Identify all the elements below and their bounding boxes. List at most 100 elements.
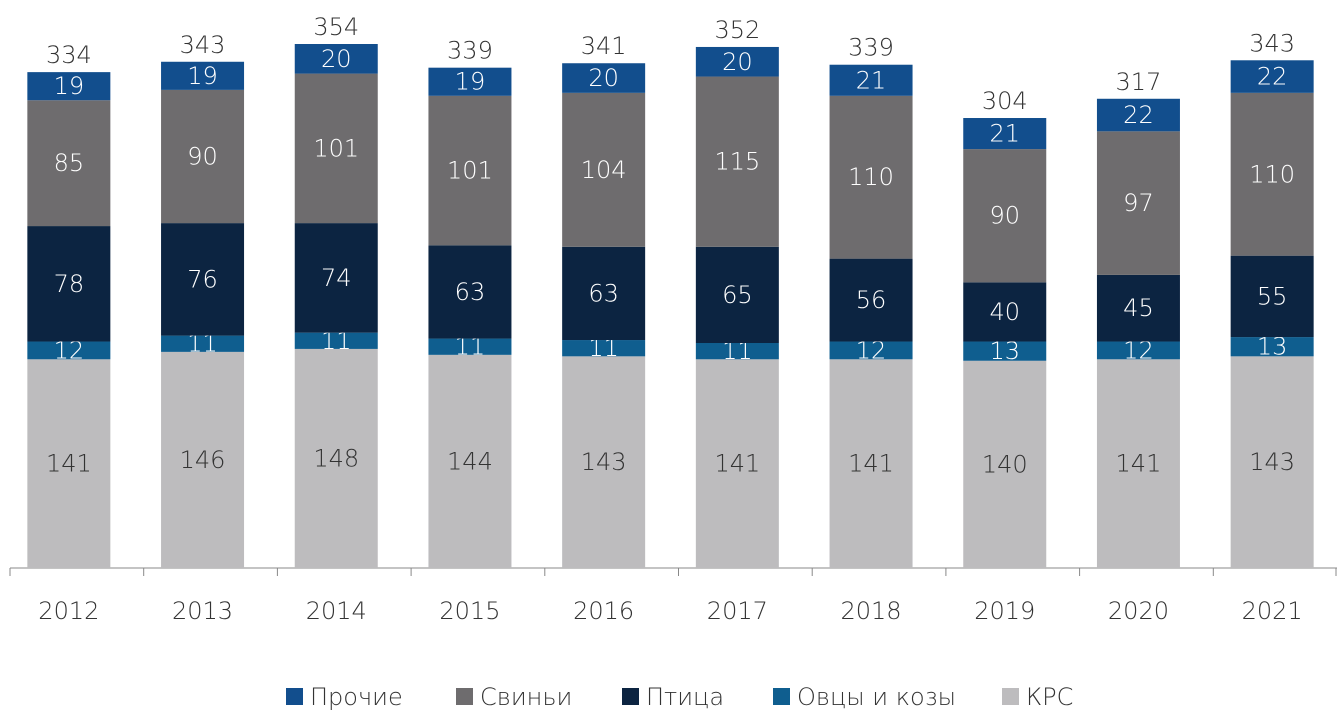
bar-segment <box>695 359 779 568</box>
bar-segment <box>695 46 779 77</box>
legend-label: Прочие <box>310 683 403 710</box>
bar-segment <box>695 343 779 360</box>
legend-swatch <box>286 688 303 705</box>
data-label: 90 <box>187 142 218 170</box>
bar-segment <box>294 44 378 74</box>
data-label: 63 <box>588 279 619 307</box>
data-label: 104 <box>581 156 627 184</box>
data-label: 55 <box>1257 282 1288 310</box>
bar-segment <box>294 73 378 224</box>
bar-segment <box>428 95 512 246</box>
data-label: 45 <box>1123 294 1154 322</box>
bar-segment <box>428 354 512 568</box>
bar-segment <box>562 356 646 568</box>
data-label: 65 <box>722 281 753 309</box>
bar-segment <box>1096 98 1180 132</box>
bar-segment <box>27 226 111 342</box>
total-label: 317 <box>1116 68 1162 96</box>
data-label: 101 <box>313 134 359 162</box>
bar-segment <box>829 64 913 96</box>
x-tick-label: 2017 <box>707 597 768 625</box>
bar-segment <box>1230 356 1314 568</box>
bar-segment <box>829 95 913 259</box>
bar-segment <box>963 360 1047 568</box>
data-label: 20 <box>321 45 352 73</box>
data-label: 19 <box>187 62 218 90</box>
data-label: 90 <box>989 202 1020 230</box>
data-label: 110 <box>1249 160 1295 188</box>
data-label: 141 <box>714 450 760 478</box>
data-label: 148 <box>313 444 359 472</box>
data-label: 21 <box>989 120 1020 148</box>
data-label: 101 <box>447 157 493 185</box>
bar-segment <box>27 100 111 227</box>
data-label: 19 <box>455 68 486 96</box>
x-tick-label: 2016 <box>573 597 634 625</box>
data-label: 143 <box>1249 448 1295 476</box>
bar-segment <box>428 338 512 355</box>
data-label: 97 <box>1123 189 1154 217</box>
bar-segment <box>829 359 913 568</box>
data-label: 141 <box>848 450 894 478</box>
data-label: 13 <box>1257 333 1288 361</box>
data-label: 56 <box>856 286 887 314</box>
bar-segment <box>963 118 1047 150</box>
data-label: 20 <box>588 64 619 92</box>
bar-segment <box>695 76 779 247</box>
bar-segment <box>963 282 1047 342</box>
bar-segment <box>161 351 245 568</box>
bar-segment <box>1230 337 1314 357</box>
data-label: 140 <box>982 450 1028 478</box>
bar-segment <box>562 246 646 341</box>
data-label: 141 <box>1116 450 1162 478</box>
bar-segment <box>562 340 646 357</box>
bar-segment <box>1230 92 1314 256</box>
bar-segment <box>161 335 245 352</box>
data-label: 22 <box>1123 101 1154 129</box>
total-label: 304 <box>982 87 1028 115</box>
x-tick-label: 2019 <box>974 597 1035 625</box>
bar-segment <box>562 63 646 93</box>
legend-label: Свиньи <box>480 683 572 710</box>
bar-segment <box>695 246 779 344</box>
bar-segment <box>428 67 512 96</box>
data-label: 22 <box>1257 63 1288 91</box>
x-tick-label: 2020 <box>1108 597 1169 625</box>
data-label: 85 <box>54 149 85 177</box>
total-label: 343 <box>180 31 226 59</box>
data-label: 141 <box>46 450 92 478</box>
data-label: 74 <box>321 264 352 292</box>
data-label: 78 <box>54 270 85 298</box>
data-label: 115 <box>714 148 760 176</box>
bar-segment <box>27 341 111 360</box>
legend-swatch <box>456 688 473 705</box>
legend-swatch <box>773 688 790 705</box>
data-label: 20 <box>722 48 753 76</box>
data-label: 110 <box>848 163 894 191</box>
total-label: 334 <box>46 41 92 69</box>
data-label: 76 <box>187 265 218 293</box>
bar-segment <box>1096 274 1180 342</box>
bar-segment <box>963 149 1047 283</box>
bar-segment <box>1096 131 1180 275</box>
x-tick-label: 2015 <box>439 597 500 625</box>
total-label: 352 <box>714 16 760 44</box>
x-tick-label: 2021 <box>1242 597 1303 625</box>
data-label: 146 <box>180 446 226 474</box>
bar-segment <box>963 341 1047 361</box>
bar-segment <box>27 359 111 568</box>
legend-label: Овцы и козы <box>797 683 956 710</box>
data-label: 143 <box>581 448 627 476</box>
legend-swatch <box>1002 688 1019 705</box>
data-label: 21 <box>856 66 887 94</box>
legend-label: КРС <box>1026 683 1073 710</box>
legend-label: Птица <box>646 683 724 710</box>
data-label: 144 <box>447 447 493 475</box>
bar-segment <box>1230 60 1314 93</box>
x-tick-label: 2013 <box>172 597 233 625</box>
bar-segment <box>27 72 111 101</box>
data-label: 63 <box>455 278 486 306</box>
bar-segment <box>161 89 245 224</box>
bar-segment <box>428 245 512 339</box>
